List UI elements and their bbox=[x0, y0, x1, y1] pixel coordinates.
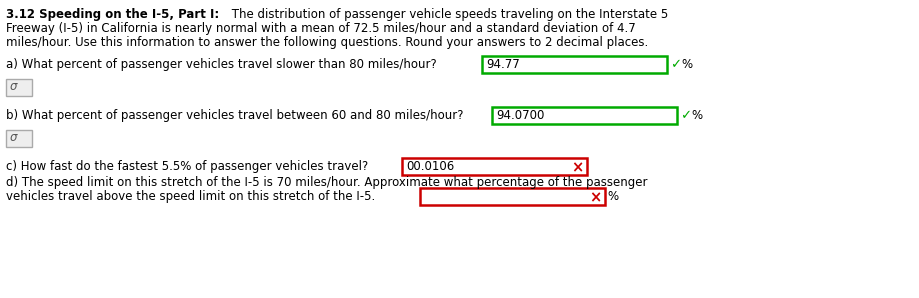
Bar bbox=[6, 79, 32, 96]
Text: ×: × bbox=[588, 190, 601, 205]
Text: Freeway (I-5) in California is nearly normal with a mean of 72.5 miles/hour and : Freeway (I-5) in California is nearly no… bbox=[6, 22, 635, 35]
Text: σ: σ bbox=[10, 80, 17, 93]
Text: ✓: ✓ bbox=[679, 109, 690, 122]
Text: The distribution of passenger vehicle speeds traveling on the Interstate 5: The distribution of passenger vehicle sp… bbox=[228, 8, 667, 21]
Text: miles/hour. Use this information to answer the following questions. Round your a: miles/hour. Use this information to answ… bbox=[6, 36, 648, 49]
Bar bbox=[402, 158, 586, 175]
Text: 94.0700: 94.0700 bbox=[495, 109, 544, 122]
Text: d) The speed limit on this stretch of the I-5 is 70 miles/hour. Approximate what: d) The speed limit on this stretch of th… bbox=[6, 176, 647, 189]
Text: c) How fast do the fastest 5.5% of passenger vehicles travel?: c) How fast do the fastest 5.5% of passe… bbox=[6, 160, 368, 173]
Text: vehicles travel above the speed limit on this stretch of the I-5.: vehicles travel above the speed limit on… bbox=[6, 190, 375, 203]
Text: b) What percent of passenger vehicles travel between 60 and 80 miles/hour?: b) What percent of passenger vehicles tr… bbox=[6, 109, 463, 122]
Text: 94.77: 94.77 bbox=[485, 58, 519, 71]
Bar bbox=[6, 130, 32, 147]
Text: %: % bbox=[690, 109, 701, 122]
Text: 00.0106: 00.0106 bbox=[405, 160, 454, 173]
Bar bbox=[420, 188, 605, 205]
Text: %: % bbox=[607, 190, 618, 203]
Bar bbox=[492, 107, 676, 124]
Text: ✓: ✓ bbox=[669, 58, 680, 71]
Text: ×: × bbox=[571, 160, 583, 175]
Text: %: % bbox=[680, 58, 691, 71]
Bar bbox=[482, 56, 666, 73]
Text: σ: σ bbox=[10, 131, 17, 144]
Text: a) What percent of passenger vehicles travel slower than 80 miles/hour?: a) What percent of passenger vehicles tr… bbox=[6, 58, 437, 71]
Text: 3.12 Speeding on the I-5, Part I:: 3.12 Speeding on the I-5, Part I: bbox=[6, 8, 219, 21]
